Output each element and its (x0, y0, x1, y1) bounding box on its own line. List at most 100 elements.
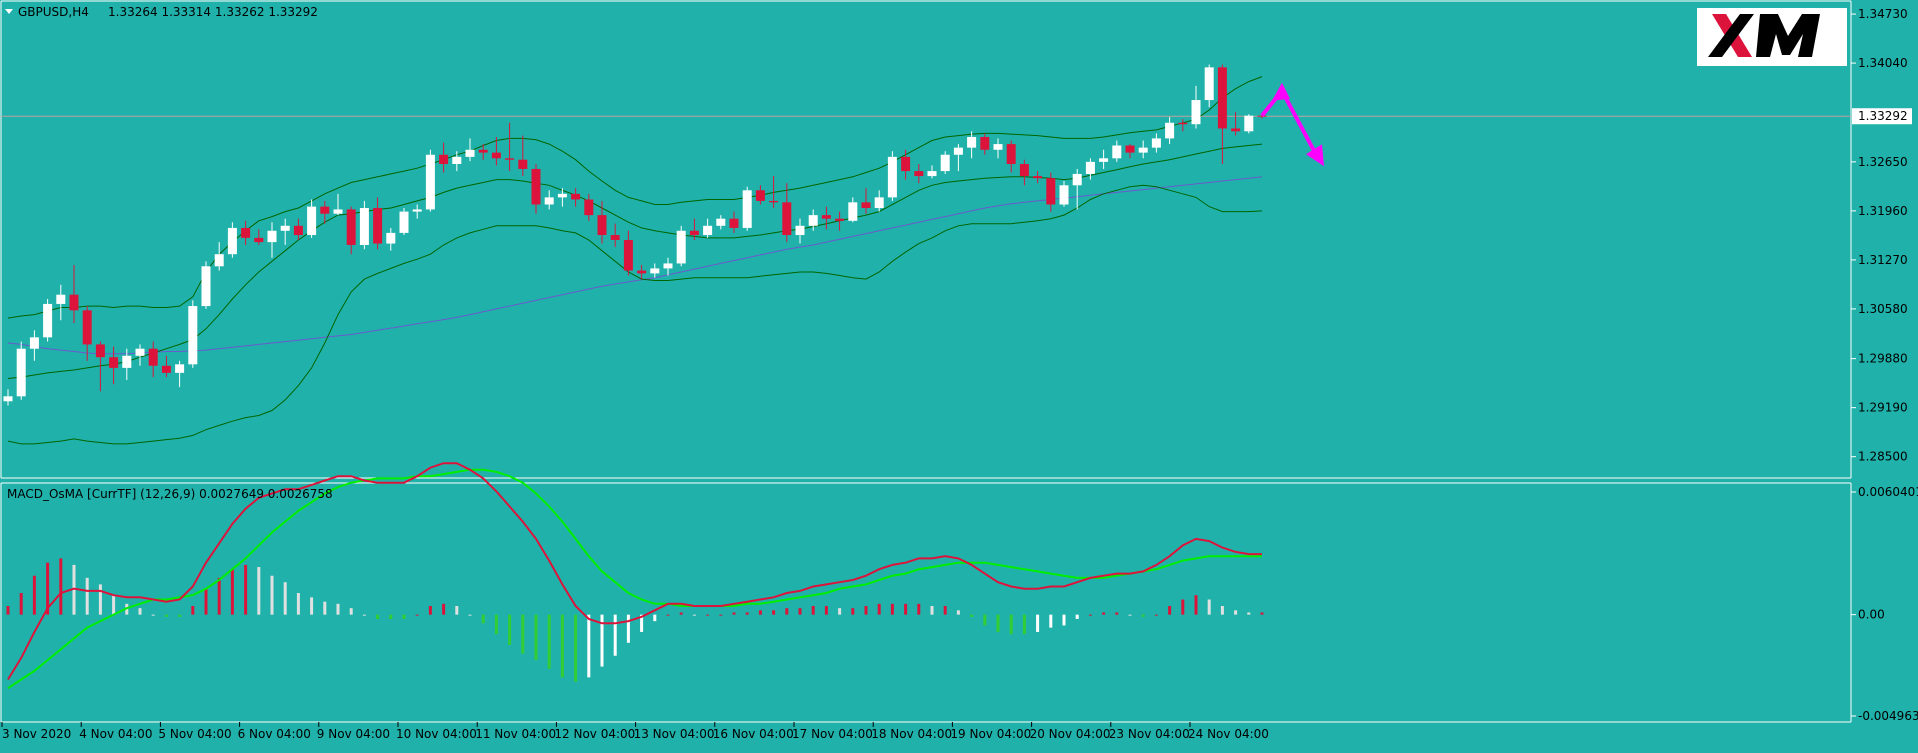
candle-body (3, 396, 13, 402)
price-axis-label: 1.34040 (1858, 56, 1908, 70)
macd-histogram-bar (626, 614, 630, 643)
candle (716, 215, 726, 230)
candle (82, 306, 92, 361)
macd-histogram-bar (349, 608, 353, 615)
macd-histogram-layer (6, 558, 1264, 682)
macd-histogram-bar (164, 614, 168, 617)
macd-histogram-bar (257, 567, 261, 615)
macd-histogram-bar (1049, 614, 1053, 628)
macd-histogram-bar (983, 614, 987, 626)
time-axis-label: 5 Nov 04:00 (158, 727, 231, 741)
candle (689, 218, 699, 240)
macd-histogram-bar (191, 605, 195, 615)
candle-body (518, 159, 528, 169)
candles-layer (3, 64, 1267, 406)
candle-body (821, 215, 831, 219)
candle-body (399, 211, 409, 233)
candle (729, 211, 739, 233)
candle-body (29, 337, 39, 349)
candle (1231, 112, 1241, 136)
symbol-dropdown-icon[interactable] (5, 9, 13, 14)
candle-body (887, 156, 897, 198)
candle (1191, 85, 1201, 129)
macd-histogram-bar (772, 610, 776, 615)
candle (201, 261, 211, 309)
candle (1138, 140, 1148, 159)
candle (755, 185, 765, 205)
candle (386, 227, 396, 251)
candle (782, 183, 792, 243)
candle (1046, 172, 1056, 212)
candle-body (201, 266, 211, 307)
candle-body (557, 193, 567, 198)
candle (109, 346, 119, 385)
candle-body (993, 144, 1003, 150)
macd-histogram-bar (389, 614, 393, 619)
candle (3, 389, 13, 406)
candle-body (742, 190, 752, 228)
current-price-tag (1852, 108, 1912, 125)
macd-histogram-bar (798, 608, 802, 615)
macd-histogram-bar (1181, 599, 1185, 615)
macd-histogram-bar (1036, 614, 1040, 632)
candle-body (320, 206, 330, 214)
candle-body (782, 202, 792, 236)
candle (439, 142, 449, 173)
candle-body (650, 268, 660, 274)
candle (901, 149, 911, 180)
candle (940, 151, 950, 174)
candle-body (439, 154, 449, 164)
macd-histogram-bar (481, 614, 485, 624)
candle-body (1085, 161, 1095, 174)
macd-indicator-label: MACD_OsMA [CurrTF] (12,26,9) 0.0027649 0… (7, 487, 333, 501)
macd-histogram-bar (1194, 595, 1198, 615)
candle-body (214, 254, 224, 267)
time-axis-label: 23 Nov 04:00 (1109, 727, 1190, 741)
candle-body (1125, 145, 1135, 153)
candle-body (56, 294, 66, 304)
candle-body (1231, 128, 1241, 132)
candle-body (109, 357, 119, 368)
candle (531, 163, 541, 214)
candle (333, 193, 343, 216)
xm-logo-icon: XM (1708, 14, 1820, 57)
candle-body (1006, 144, 1016, 164)
candle (1059, 181, 1069, 207)
price-axis-label: 1.28500 (1858, 450, 1908, 464)
macd-histogram-bar (112, 595, 116, 615)
candle-body (1191, 100, 1201, 125)
macd-histogram-bar (1062, 614, 1066, 626)
macd-histogram-bar (1141, 614, 1145, 617)
macd-histogram-bar (230, 569, 234, 615)
chart-header: GBPUSD,H4 1.33264 1.33314 1.33262 1.3329… (5, 5, 318, 19)
time-axis-label: 19 Nov 04:00 (950, 727, 1031, 741)
candle (1033, 171, 1043, 184)
symbol-label: GBPUSD,H4 (18, 5, 89, 19)
candle (175, 360, 185, 388)
macd-histogram-bar (138, 608, 142, 615)
candle-body (861, 202, 871, 209)
macd-histogram-bar (32, 575, 36, 615)
macd-histogram-bar (851, 608, 855, 615)
macd-histogram-bar (270, 575, 274, 615)
candle (821, 206, 831, 230)
candle-body (1046, 178, 1056, 205)
current-price-label: 1.33292 (1858, 109, 1908, 123)
candle-body (835, 218, 845, 221)
candle-body (716, 218, 726, 226)
candle (69, 264, 79, 324)
price-axis-label: 1.29190 (1858, 401, 1908, 415)
macd-histogram-bar (1102, 612, 1106, 615)
macd-histogram-bar (151, 614, 155, 616)
macd-signal-line (7, 468, 1262, 690)
macd-histogram-bar (1088, 614, 1092, 616)
candle-body (69, 294, 79, 311)
candle (399, 208, 409, 236)
macd-histogram-bar (508, 614, 512, 645)
candle (637, 264, 647, 280)
candle-body (953, 147, 963, 155)
macd-histogram-bar (679, 612, 683, 615)
macd-histogram-bar (600, 614, 604, 667)
candle-body (531, 168, 541, 205)
